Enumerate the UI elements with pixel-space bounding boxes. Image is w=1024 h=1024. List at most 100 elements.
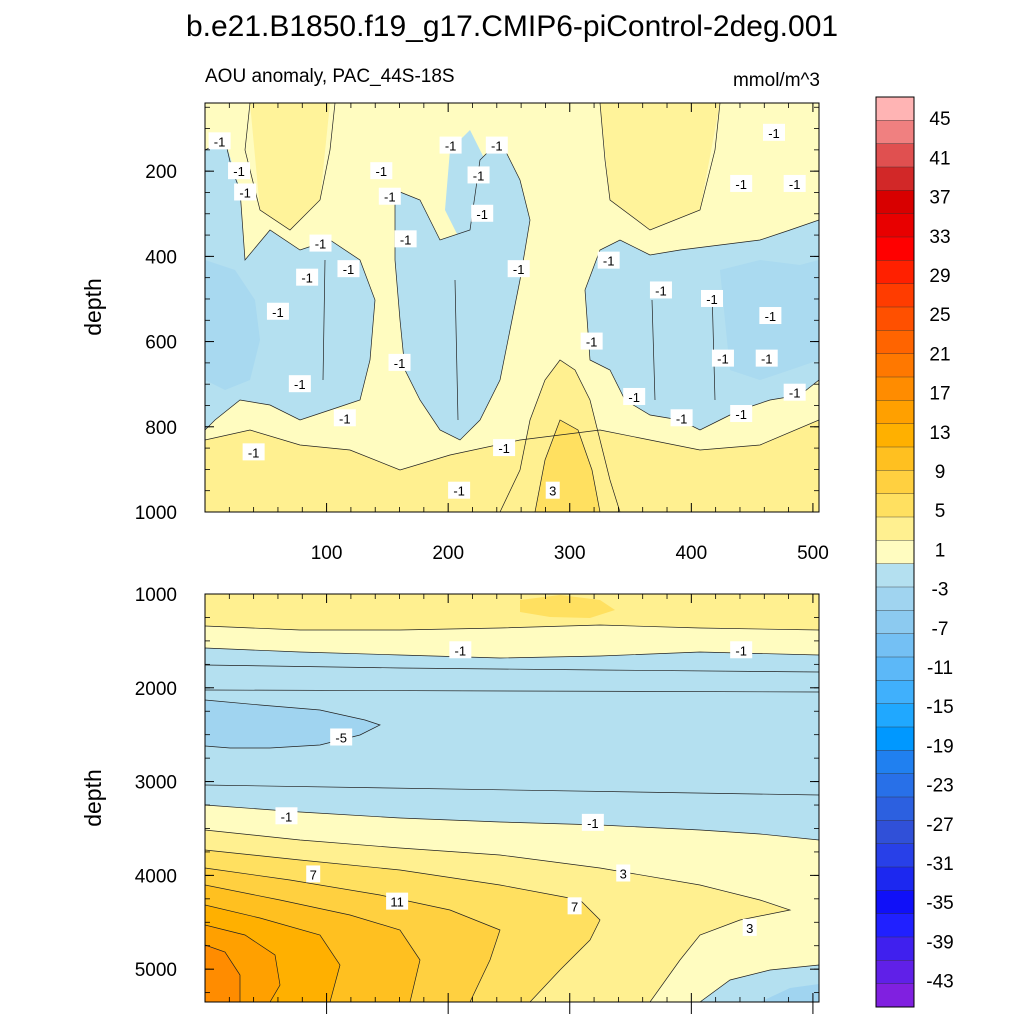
contour-label-text: -1 [706,292,718,307]
colorbar-swatch [875,866,915,891]
colorbar-swatch [875,540,915,565]
contour-label: -1 [580,332,603,350]
contour-label: -1 [493,439,516,457]
contour-label: -1 [471,204,494,222]
contour-label-text: -1 [453,484,465,499]
y-tick-label: 1000 [135,503,177,524]
y-tick-label: 4000 [135,866,177,887]
colorbar-swatch [875,960,915,985]
contour-label: -1 [394,230,417,248]
contour-label: -1 [649,281,672,299]
colorbar-swatch [875,306,915,331]
colorbar-swatch [875,166,915,191]
colorbar-frame [875,96,915,1008]
contour-label-text: -1 [676,411,688,426]
colorbar-swatch [875,820,915,845]
colorbar-tick-label: 45 [929,109,950,130]
colorbar-swatch [875,563,915,588]
colorbar-tick-label: -27 [926,815,953,836]
contour-label-text: -1 [400,232,412,247]
contour-label-text: -1 [214,134,226,149]
contour-label: -1 [208,132,231,150]
colorbar-tick-label: -39 [926,932,953,953]
colorbar-swatch [875,493,915,518]
colorbar-swatch [875,423,915,448]
contour-label-text: -1 [655,283,667,298]
contour-label: -1 [234,183,257,201]
contour-label: -1 [388,353,411,371]
colorbar-swatch [875,516,915,541]
contour-label: -1 [275,807,298,825]
lower-plot-frame [204,593,820,1003]
contour-label: 7 [567,897,582,915]
colorbar-swatch [875,726,915,751]
y-tick-label: 3000 [135,773,177,794]
contour-label-text: -1 [628,390,640,405]
colorbar-tick-label: -3 [932,580,949,601]
contour-label-text: -1 [603,254,615,269]
x-tick-label: 200 [432,543,464,564]
contour-label-text: -5 [335,731,347,746]
colorbar-swatch [875,610,915,635]
upper-y-axis: 200 400 600 800 1000 [135,106,819,524]
contour-label-text: -1 [735,643,747,658]
contour-label-text: -1 [239,185,251,200]
lower-contour-labels: -1 -1 -5 -1 -1 7 3 11 7 3 [275,641,757,936]
contour-label-text: -1 [491,139,503,154]
contour-label-text: -1 [272,305,284,320]
contour-label-text: -1 [513,262,525,277]
contour-label-text: -1 [445,139,457,154]
contour-label: -1 [228,162,251,180]
contour-label: -1 [266,302,289,320]
contour-label-text: -1 [768,126,780,141]
colorbar-swatch [875,913,915,938]
upper-contour-labels: -1 -1 -1 -1 -1 -1 -1 -1 -1 -1 -1 -1 -1 -1 -1 -1 -1 -1 -1 -1… [208,123,806,499]
colorbar-swatch [875,680,915,705]
colorbar-tick-label: -7 [932,619,949,640]
y-tick-label: 800 [145,418,177,439]
contour-label: -1 [730,641,753,659]
y-tick-label: 600 [145,333,177,354]
contour-label-text: 3 [746,921,753,936]
contour-label: -1 [485,136,508,154]
contour-label: -1 [242,443,265,461]
contour-label: -1 [597,251,620,269]
colorbar-swatch [875,376,915,401]
colorbar-swatch [875,400,915,425]
contour-label-text: -1 [294,377,306,392]
contour-label: -1 [623,387,646,405]
colorbar-swatch [875,936,915,961]
contour-label-text: -1 [789,177,801,192]
colorbar-swatch [875,190,915,215]
contour-label: -1 [670,409,693,427]
contour-label: -1 [711,349,734,367]
contour-label: -1 [378,187,401,205]
lower-contour-field [205,594,819,1002]
colorbar-tick-label: 25 [929,305,950,326]
contour-label: -1 [581,813,604,831]
contour-label: -1 [507,260,530,278]
colorbar-swatch [875,890,915,915]
lower-panel: -1 -1 -5 -1 -1 7 3 11 7 3 1000 2000 3000 4000 5000 de… [80,585,820,1014]
colorbar-tick-label: -31 [926,854,953,875]
contour-label: -1 [783,174,806,192]
contour-label-text: -1 [455,643,467,658]
contour-label: -1 [763,123,786,141]
contour-label-text: -1 [281,809,293,824]
y-tick-label: 5000 [135,960,177,981]
figure-title: b.e21.B1850.f19_g17.CMIP6-piControl-2deg… [186,10,838,43]
colorbar-tick-label: -43 [926,972,953,993]
contour-label-text: -1 [735,177,747,192]
x-tick-label: 100 [311,543,343,564]
x-tick-label: 400 [675,543,707,564]
contour-label-text: -1 [233,164,245,179]
colorbar-tick-label: -23 [926,776,953,797]
upper-plot-frame [204,102,820,513]
contour-label-text: -1 [339,411,351,426]
contour-label-text: 11 [390,895,404,910]
contour-label-text: -1 [789,386,801,401]
colorbar-tick-label: 1 [935,540,946,561]
upper-contour-field [205,103,819,512]
colorbar-tick-label: 21 [929,344,950,365]
